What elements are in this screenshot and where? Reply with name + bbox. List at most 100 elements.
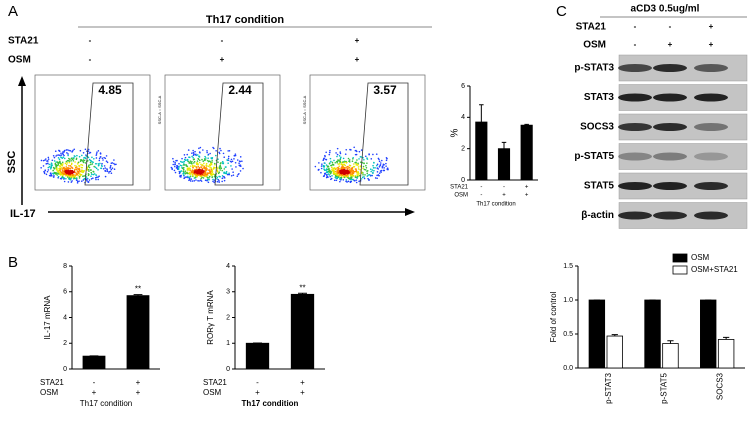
row-mark: +: [92, 388, 97, 397]
event: [345, 180, 347, 183]
event: [235, 166, 237, 168]
event: [223, 171, 225, 174]
event: [172, 160, 175, 163]
event: [115, 163, 117, 166]
event: [85, 176, 88, 178]
event: [202, 177, 205, 179]
event: [196, 154, 199, 156]
event: [347, 174, 349, 176]
event: [203, 174, 206, 176]
event: [328, 162, 331, 165]
event: [381, 159, 383, 162]
event: [183, 177, 185, 180]
event: [42, 159, 45, 162]
event: [83, 175, 85, 177]
event: [87, 159, 89, 162]
event: [57, 173, 60, 175]
event: [60, 154, 63, 156]
event: [184, 170, 187, 173]
event: [73, 170, 75, 173]
event: [70, 181, 73, 183]
event: [48, 165, 51, 168]
event: [62, 153, 65, 156]
row-mark: -: [89, 55, 92, 64]
event: [58, 149, 60, 152]
event: [232, 171, 234, 174]
event: [379, 162, 382, 164]
bar: [588, 299, 606, 369]
event: [44, 159, 46, 161]
event: [339, 179, 342, 181]
event: [219, 162, 222, 165]
event: [203, 162, 205, 165]
event: [376, 177, 378, 180]
event: [331, 168, 333, 171]
event: [354, 149, 357, 152]
band: [653, 64, 687, 72]
event: [338, 155, 341, 157]
y-tick-label: 1: [226, 340, 230, 347]
event: [332, 172, 335, 175]
event: [325, 164, 328, 166]
event: [183, 174, 185, 176]
event: [174, 163, 176, 166]
event: [180, 165, 183, 167]
event: [187, 167, 190, 170]
event: [50, 166, 52, 169]
event: [361, 176, 364, 179]
event: [78, 155, 81, 158]
event: [174, 161, 176, 164]
event: [60, 164, 62, 166]
event: [75, 168, 78, 171]
event: [207, 165, 210, 168]
event: [378, 160, 381, 163]
event: [78, 167, 80, 170]
event: [99, 156, 102, 158]
event: [337, 168, 340, 170]
band: [653, 123, 687, 131]
event: [61, 176, 64, 178]
event: [380, 171, 382, 173]
event: [71, 150, 74, 153]
event: [356, 174, 359, 177]
event: [81, 164, 84, 166]
band: [694, 182, 728, 190]
event: [196, 160, 199, 162]
event: [95, 174, 98, 176]
event: [338, 178, 341, 180]
event: [375, 164, 378, 167]
event: [194, 175, 197, 177]
bar: [662, 343, 679, 369]
row-mark: -: [256, 378, 259, 387]
event: [347, 180, 350, 183]
event: [92, 161, 94, 164]
event: [52, 173, 55, 175]
event: [374, 177, 377, 179]
event: [205, 175, 207, 178]
event: [356, 173, 359, 175]
event: [197, 172, 199, 174]
blot-label: β-actin: [581, 210, 614, 221]
event: [345, 176, 348, 178]
event: [61, 172, 64, 174]
event: [206, 172, 208, 174]
event: [211, 156, 214, 159]
event: [336, 161, 339, 164]
row-mark: -: [480, 193, 482, 199]
event: [358, 158, 360, 160]
event: [172, 157, 174, 160]
event: [329, 175, 332, 178]
event: [47, 156, 50, 159]
event: [203, 158, 206, 160]
event: [175, 159, 177, 162]
event: [45, 173, 48, 176]
event: [109, 167, 111, 169]
event: [76, 179, 78, 181]
event: [191, 164, 194, 167]
event: [241, 160, 243, 163]
event: [108, 172, 110, 174]
event: [336, 177, 339, 180]
event: [358, 174, 361, 177]
event: [69, 167, 72, 170]
event: [95, 154, 98, 156]
